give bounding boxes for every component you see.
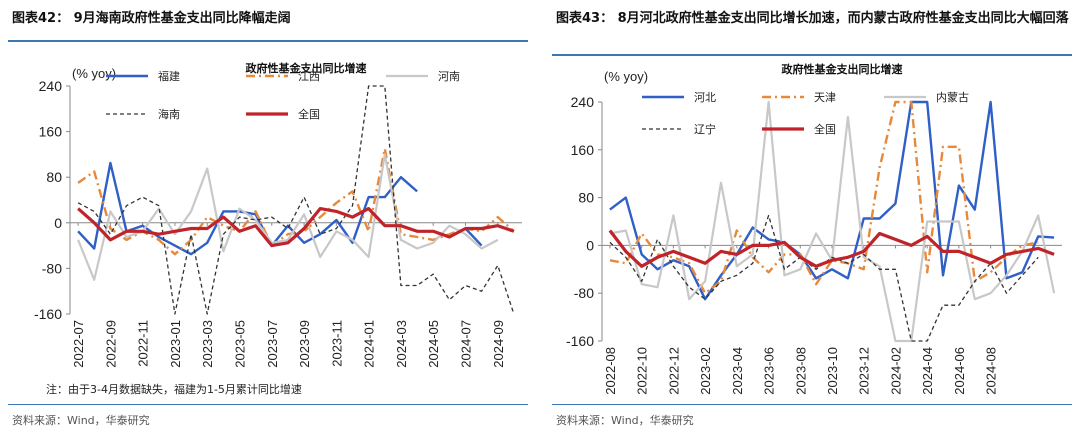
x-tick-label: 2022-07 bbox=[71, 320, 86, 368]
legend-label: 河南 bbox=[438, 70, 460, 83]
x-tick-label: 2023-03 bbox=[200, 320, 215, 368]
x-tick-label: 2022-10 bbox=[635, 347, 650, 395]
series-group bbox=[608, 100, 1056, 343]
chart-right: -160 -80 0 80 160 240 2022-08 2022-10 2022-12 202… bbox=[566, 62, 1062, 395]
x-tick-label: 2023-06 bbox=[762, 347, 777, 395]
y-tick-label: 160 bbox=[39, 124, 63, 140]
y-tick-label: -80 bbox=[574, 285, 594, 301]
legend-label: 全国 bbox=[814, 122, 836, 136]
y-tick-label: 160 bbox=[571, 142, 595, 158]
x-tick-label: 2024-07 bbox=[459, 320, 474, 368]
x-tick-label: 2022-09 bbox=[103, 320, 118, 368]
x-tick-label: 2023-12 bbox=[857, 347, 872, 395]
series-line-河南 bbox=[77, 153, 499, 281]
figure-title: 图表43： 8月河北政府性基金支出同比增长加速，而内蒙古政府性基金支出同比大幅回… bbox=[556, 11, 1069, 26]
chart-left: -160 -80 0 80 160 240 2022-07 2022-09 2022-11 202… bbox=[34, 61, 522, 368]
legend-label: 全国 bbox=[298, 107, 320, 121]
figure-panel-left: 图表42： 9月海南政府性基金支出同比降幅走阔 -160 -80 0 80 160 240… bbox=[8, 0, 528, 435]
series-line-全国 bbox=[77, 207, 515, 248]
x-tick-label: 2024-02 bbox=[888, 347, 903, 395]
legend-label: 海南 bbox=[158, 107, 180, 121]
x-tick-label: 2023-10 bbox=[825, 347, 840, 395]
legend-label: 辽宁 bbox=[694, 122, 716, 136]
legend-label: 内蒙古 bbox=[936, 90, 969, 104]
series-line-海南 bbox=[77, 85, 515, 315]
chart-title: 政府性基金支出同比增速 bbox=[782, 62, 903, 76]
series-line-江西 bbox=[77, 147, 515, 256]
x-tick-label: 2023-05 bbox=[233, 320, 248, 368]
series-line-内蒙古 bbox=[609, 100, 1056, 343]
legend-label: 河北 bbox=[694, 91, 716, 104]
x-tick-label: 2023-01 bbox=[168, 320, 183, 368]
x-tick-label: 2024-06 bbox=[952, 347, 967, 395]
figure-panel-right: 图表43： 8月河北政府性基金支出同比增长加速，而内蒙古政府性基金支出同比大幅回… bbox=[552, 0, 1072, 435]
chart-title: 政府性基金支出同比增速 bbox=[246, 61, 367, 75]
legend-label: 江西 bbox=[298, 70, 320, 83]
x-tick-label: 2024-09 bbox=[491, 320, 506, 368]
x-tick-label: 2023-07 bbox=[265, 320, 280, 368]
y-tick-label: -160 bbox=[34, 306, 62, 322]
series-line-辽宁 bbox=[609, 214, 1039, 342]
source-text: 资料来源：Wind，华泰研究 bbox=[12, 414, 150, 427]
series-line-河北 bbox=[609, 100, 1055, 301]
x-tick-label: 2022-08 bbox=[603, 347, 618, 395]
footer-rule bbox=[552, 404, 1072, 405]
x-tick-label: 2023-11 bbox=[329, 320, 344, 367]
y-tick-label: 240 bbox=[39, 78, 63, 94]
y-axis-label: (% yoy) bbox=[72, 66, 116, 81]
x-tick-label: 2023-04 bbox=[730, 347, 745, 395]
y-tick-label: 0 bbox=[54, 215, 62, 231]
y-tick-label: 240 bbox=[571, 94, 595, 110]
title-rule bbox=[552, 54, 1072, 56]
x-tick-label: 2023-08 bbox=[793, 347, 808, 395]
x-tick-label: 2022-11 bbox=[136, 320, 151, 367]
x-tick-label: 2024-04 bbox=[920, 347, 935, 395]
figure-title: 图表42： 9月海南政府性基金支出同比降幅走阔 bbox=[12, 11, 291, 26]
source-text: 资料来源：Wind，华泰研究 bbox=[556, 414, 694, 427]
series-group bbox=[77, 85, 515, 315]
legend-label: 福建 bbox=[158, 69, 180, 83]
x-tick-label: 2023-09 bbox=[297, 320, 312, 368]
series-line-全国 bbox=[608, 229, 1055, 268]
x-tick-label: 2024-03 bbox=[394, 320, 409, 368]
y-tick-label: 80 bbox=[46, 169, 62, 185]
y-tick-label: -80 bbox=[42, 260, 62, 276]
chart-note: 注：由于3-4月数据缺失，福建为1-5月累计同比增速 bbox=[46, 383, 302, 396]
x-tick-label: 2023-02 bbox=[698, 347, 713, 395]
x-tick-label: 2024-05 bbox=[426, 320, 441, 368]
x-tick-label: 2022-12 bbox=[666, 347, 681, 395]
y-tick-label: 0 bbox=[586, 237, 594, 253]
legend-label: 天津 bbox=[814, 91, 836, 104]
y-tick-label: 80 bbox=[578, 190, 594, 206]
series-line-福建 bbox=[77, 161, 418, 256]
footer-rule bbox=[8, 404, 528, 405]
y-axis-label: (% yoy) bbox=[604, 69, 648, 84]
y-tick-label: -160 bbox=[566, 333, 594, 349]
title-rule bbox=[8, 40, 528, 42]
x-tick-label: 2024-08 bbox=[984, 347, 999, 395]
x-tick-label: 2024-01 bbox=[362, 320, 377, 368]
series-line-福建 bbox=[464, 227, 483, 247]
